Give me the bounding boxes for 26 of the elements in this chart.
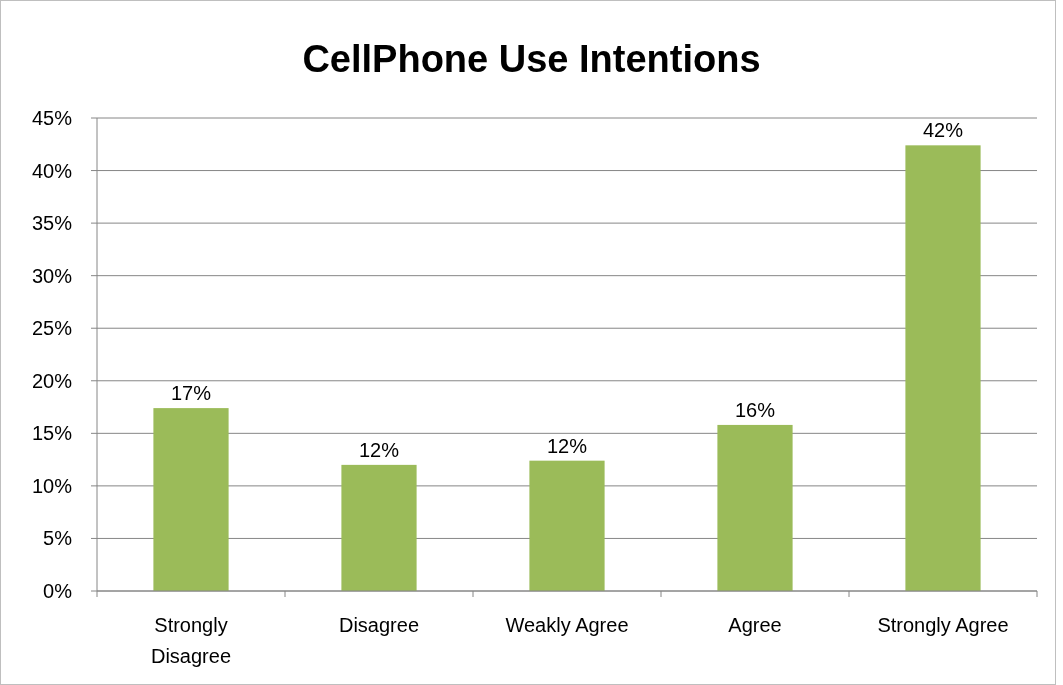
y-tick-label: 0% <box>43 580 73 602</box>
y-tick-label: 25% <box>31 317 73 340</box>
x-tick-label: Strongly Agree <box>877 614 1009 636</box>
y-tick-label: 40% <box>31 159 73 182</box>
y-tick-label: 35% <box>31 212 73 235</box>
y-tick-label: 15% <box>31 422 73 445</box>
data-label: 42% <box>922 119 964 142</box>
x-tick-label: Disagree <box>338 614 420 636</box>
bar <box>341 464 417 591</box>
chart-title: CellPhone Use Intentions <box>302 38 761 80</box>
y-tick-label: 20% <box>31 369 73 392</box>
x-tick-label: Weakly Agree <box>505 614 629 636</box>
bar <box>529 460 605 591</box>
bar <box>153 408 229 591</box>
y-tick-label: 45% <box>31 107 73 129</box>
data-label: 16% <box>734 398 776 421</box>
x-tick-label: Strongly Disagree <box>150 614 232 667</box>
x-tick-label: Agree <box>728 614 782 636</box>
data-label: 12% <box>546 434 588 457</box>
data-label: 17% <box>170 382 212 405</box>
y-tick-label: 5% <box>43 527 73 550</box>
data-label: 12% <box>358 438 400 461</box>
bar <box>717 424 793 591</box>
y-tick-label: 30% <box>31 264 73 287</box>
bar <box>905 145 981 591</box>
y-tick-label: 10% <box>31 474 73 497</box>
